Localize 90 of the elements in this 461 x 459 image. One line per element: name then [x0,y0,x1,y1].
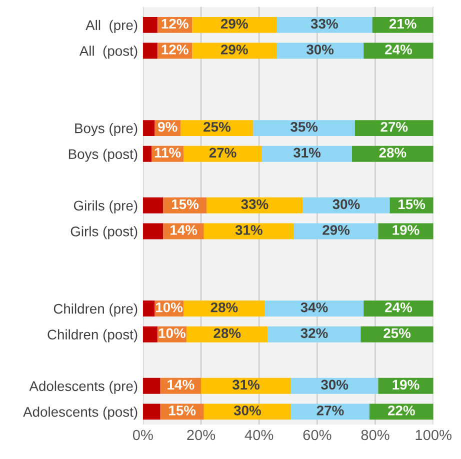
y-tick-label: All (pre) [86,20,138,33]
y-tick-label: Boys (pre) [75,123,138,136]
data-label: 15% [169,406,196,416]
x-tick-label: 60% [303,430,332,440]
y-tick-label: Adolescents (post) [23,406,138,420]
data-label: 32% [300,328,328,338]
data-label: 30% [306,44,334,54]
data-label: 10% [158,328,186,338]
bar [360,326,434,342]
bar [253,120,355,136]
bar [262,146,352,162]
bar [206,197,303,214]
data-label: 12% [162,18,188,29]
x-tick-label: 40% [244,430,274,440]
data-label: 15% [172,199,199,210]
data-label: 27% [209,148,236,158]
bar [276,42,364,59]
bar [204,223,294,240]
data-label: 30% [321,380,348,390]
bar [186,326,268,342]
data-label: 33% [241,199,268,210]
data-label: 15% [398,199,426,210]
y-tick-label: Boys (post) [68,148,138,162]
data-label: 19% [392,225,420,235]
bar [142,326,158,342]
data-label: 14% [168,380,194,390]
data-label: 33% [310,18,338,29]
bar [200,378,292,394]
data-label: 28% [210,302,238,312]
bar [291,404,370,420]
y-tick-label: Children (pre) [54,304,138,316]
data-label: 31% [235,225,262,235]
data-label: 11% [154,148,181,158]
bar [142,42,158,59]
y-tick-label: All (post) [79,46,138,59]
data-label: 29% [220,44,248,54]
data-label: 9% [158,122,178,132]
data-label: 27% [316,406,344,416]
y-tick-label: Children (post) [48,329,138,342]
bar [204,404,292,420]
data-label: 21% [389,18,416,29]
data-label: 31% [232,380,260,390]
data-label: 28% [214,328,241,338]
bar [291,378,378,394]
data-label: 24% [385,44,412,54]
bar [294,223,378,240]
data-label: 19% [392,380,420,390]
bar [184,300,265,317]
bar [142,146,152,162]
bar [142,404,160,420]
data-label: 35% [290,122,318,132]
data-label: 29% [220,18,248,29]
data-label: 30% [234,406,261,416]
data-label: 24% [385,302,412,312]
bar [192,16,277,33]
data-label: 25% [204,122,231,132]
y-tick-label: Adolescents (pre) [29,380,138,394]
bar [142,300,155,317]
x-tick-label: 0% [132,430,153,440]
bar [142,378,160,394]
bar [184,146,262,162]
data-label: 30% [332,199,360,210]
data-label: 22% [388,406,415,416]
data-label: 14% [170,225,198,235]
data-label: 28% [379,148,406,158]
y-tick-label: Girls (post) [70,226,138,240]
bar [302,197,390,214]
bar [142,223,164,240]
x-tick-label: 80% [361,430,390,440]
y-tick-label: Girils (pre) [74,200,138,214]
data-label: 34% [300,302,328,312]
data-label: 12% [162,44,188,54]
bar [192,42,277,59]
bar [276,16,372,33]
data-label: 10% [156,302,183,312]
bar [142,16,158,33]
x-tick-label: 20% [187,430,216,440]
bar [268,326,361,342]
data-label: 29% [322,225,350,235]
x-tick-label: 100% [416,430,452,440]
bar [142,197,164,214]
data-label: 31% [293,148,321,158]
bar [364,300,434,317]
bar [142,120,155,136]
bar [264,300,364,317]
bar [352,146,434,162]
bar [354,120,434,136]
data-label: 27% [380,122,408,132]
bar [180,120,254,136]
data-label: 25% [384,328,411,338]
